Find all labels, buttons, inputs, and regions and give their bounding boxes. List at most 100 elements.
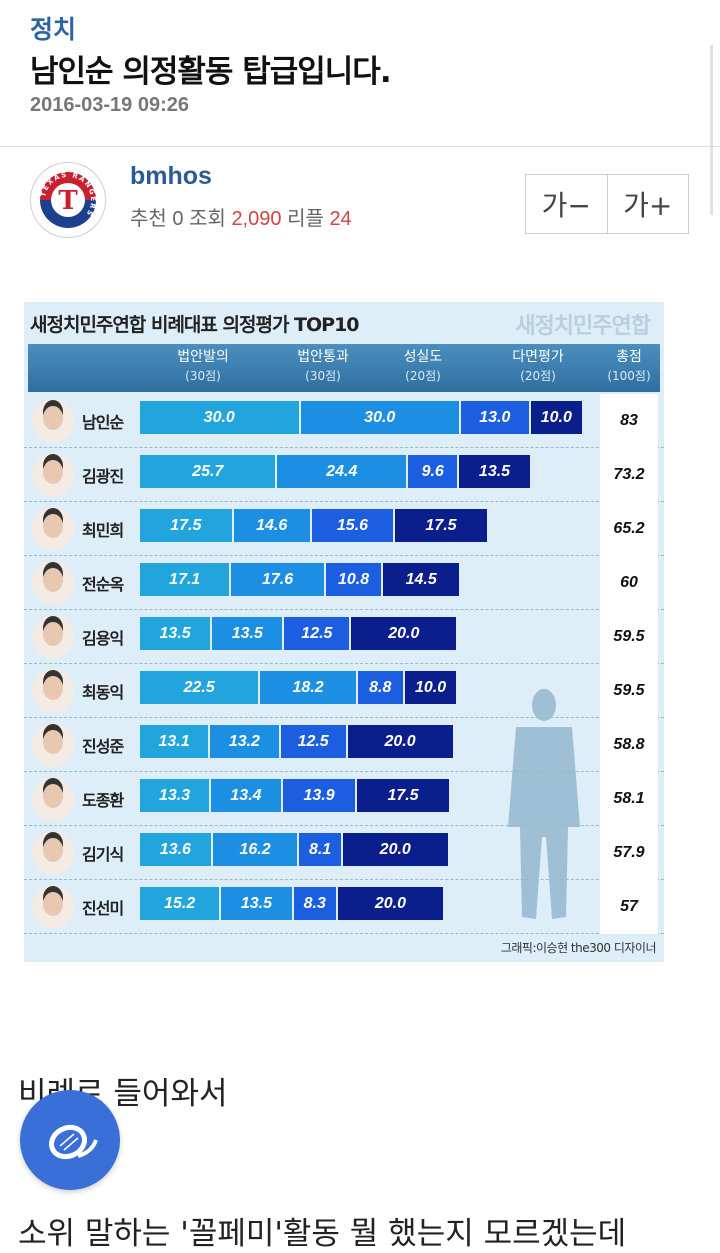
floating-action-button[interactable] [20, 1090, 120, 1190]
total-score: 60 [600, 556, 658, 610]
bar-segment-4: 17.5 [395, 509, 487, 542]
author-name[interactable]: bmhos [130, 162, 212, 190]
total-score: 83 [600, 394, 658, 448]
bar-segment-4: 20.0 [351, 617, 457, 650]
bar-segment-2: 16.2 [212, 833, 298, 866]
legislator-name: 김용익 [82, 629, 124, 648]
chart-credit: 그래픽:이승현 the300 디자이너 [500, 941, 657, 955]
chart-row: 남인순 30.0 30.0 13.0 10.0 83 [24, 394, 664, 448]
chart-row: 진성준 13.1 13.2 12.5 20.0 58.8 [24, 718, 664, 772]
bar-segment-4: 17.5 [357, 779, 449, 812]
column-max: (30점) [185, 369, 221, 383]
bar-segment-2: 14.6 [233, 509, 310, 542]
total-score: 73.2 [600, 448, 658, 502]
column-label: 법안통과 [297, 349, 349, 365]
recommend-label: 추천 [130, 208, 167, 230]
font-increase-button[interactable]: 가+ [606, 175, 689, 233]
column-header: 다면평가 (20점) [488, 348, 588, 386]
bar-segment-1: 17.1 [140, 563, 230, 596]
chart-row: 최동익 22.5 18.2 8.8 10.0 59.5 [24, 664, 664, 718]
bar-segment-3: 13.9 [282, 779, 356, 812]
bar-segment-2: 24.4 [277, 455, 407, 488]
views-label: 조회 [189, 208, 226, 230]
total-score: 58.8 [600, 718, 658, 772]
chart-row: 전순옥 17.1 17.6 10.8 14.5 60 [24, 556, 664, 610]
svg-text:T: T [58, 186, 78, 216]
chart-title: 새정치민주연합 비례대표 의정평가 TOP10 [30, 314, 360, 336]
column-max: (20점) [405, 369, 441, 383]
portrait-photo [32, 453, 74, 497]
chart-header: 법안발의 (30점) 법안통과 (30점) 성실도 (20점) 다면평가 (20점) 총… [28, 344, 660, 392]
bar-segment-4: 20.0 [342, 833, 448, 866]
column-label: 다면평가 [512, 349, 564, 365]
portrait-photo [32, 723, 74, 767]
column-label: 총점 [616, 349, 642, 365]
baseball-logo-icon [48, 1124, 98, 1160]
bar-segment-2: 17.6 [231, 563, 324, 596]
bar-segment-4: 14.5 [383, 563, 459, 596]
post-title: 남인순 의정활동 탑급입니다. [30, 54, 392, 90]
bar-segment-2: 13.5 [221, 887, 292, 920]
bar-segment-1: 15.2 [140, 887, 220, 920]
total-score: 59.5 [600, 610, 658, 664]
post-stats: 추천 0 조회 2,090 리플 24 [130, 202, 352, 231]
replies-count: 24 [329, 208, 352, 230]
chart-row: 김광진 25.7 24.4 9.6 13.5 73.2 [24, 448, 664, 502]
chart-row: 도종환 13.3 13.4 13.9 17.5 58.1 [24, 772, 664, 826]
silhouette-figure-icon [508, 689, 580, 919]
font-size-controls: 가− 가+ [525, 174, 689, 234]
replies-label: 리플 [287, 208, 324, 230]
legislator-name: 김기식 [82, 845, 124, 864]
total-score: 65.2 [600, 502, 658, 556]
post-category[interactable]: 정치 [30, 15, 77, 44]
chart-party-logo: 새정치민주연합 [515, 314, 651, 339]
recommend-count: 0 [172, 208, 184, 230]
column-header: 성실도 (20점) [378, 348, 468, 386]
column-max: (30점) [305, 369, 341, 383]
bar-segment-1: 13.5 [140, 617, 211, 650]
bar-segment-1: 22.5 [140, 671, 259, 704]
bar-segment-3: 10.8 [325, 563, 382, 596]
portrait-photo [32, 561, 74, 605]
portrait-photo [32, 507, 74, 551]
bar-segment-4: 13.5 [459, 455, 530, 488]
legislator-name: 최민희 [82, 521, 124, 540]
bar-segment-4: 20.0 [337, 887, 443, 920]
legislator-name: 최동익 [82, 683, 124, 702]
total-score: 57 [600, 880, 658, 934]
portrait-photo [32, 885, 74, 929]
legislator-name: 도종환 [82, 791, 124, 810]
bar-segment-3: 12.5 [280, 725, 346, 758]
column-header: 법안통과 (30점) [268, 348, 378, 386]
chart-row: 김기식 13.6 16.2 8.1 20.0 57.9 [24, 826, 664, 880]
bar-segment-2: 30.0 [300, 401, 459, 434]
bar-segment-3: 13.0 [461, 401, 529, 434]
bar-segment-1: 17.5 [140, 509, 232, 542]
legislator-name: 진성준 [82, 737, 124, 756]
portrait-photo [32, 615, 74, 659]
bar-segment-2: 13.2 [210, 725, 279, 758]
portrait-photo [32, 831, 74, 875]
total-score: 57.9 [600, 826, 658, 880]
bar-segment-4: 10.0 [404, 671, 457, 704]
font-decrease-button[interactable]: 가− [541, 189, 591, 222]
bar-segment-2: 13.4 [211, 779, 281, 812]
bar-segment-2: 13.5 [212, 617, 283, 650]
bar-segment-1: 25.7 [140, 455, 276, 488]
column-header: 총점 (100점) [600, 348, 658, 386]
scrollbar[interactable] [710, 45, 713, 215]
chart-row: 진선미 15.2 13.5 8.3 20.0 57 [24, 880, 664, 934]
divider [0, 146, 720, 147]
total-score: 59.5 [600, 664, 658, 718]
legislator-name: 전순옥 [82, 575, 124, 594]
bar-segment-1: 30.0 [140, 401, 299, 434]
bar-segment-1: 13.6 [140, 833, 211, 866]
texas-rangers-logo-icon: TEXAS RANGERS T [37, 169, 99, 231]
post-date: 2016-03-19 09:26 [30, 94, 190, 116]
portrait-photo [32, 777, 74, 821]
legislator-name: 진선미 [82, 899, 124, 918]
column-label: 법안발의 [177, 349, 229, 365]
chart-image: 새정치민주연합 비례대표 의정평가 TOP10 새정치민주연합 법안발의 (30점… [24, 302, 664, 962]
bar-segment-4: 10.0 [530, 401, 583, 434]
avatar[interactable]: TEXAS RANGERS T [30, 162, 106, 238]
